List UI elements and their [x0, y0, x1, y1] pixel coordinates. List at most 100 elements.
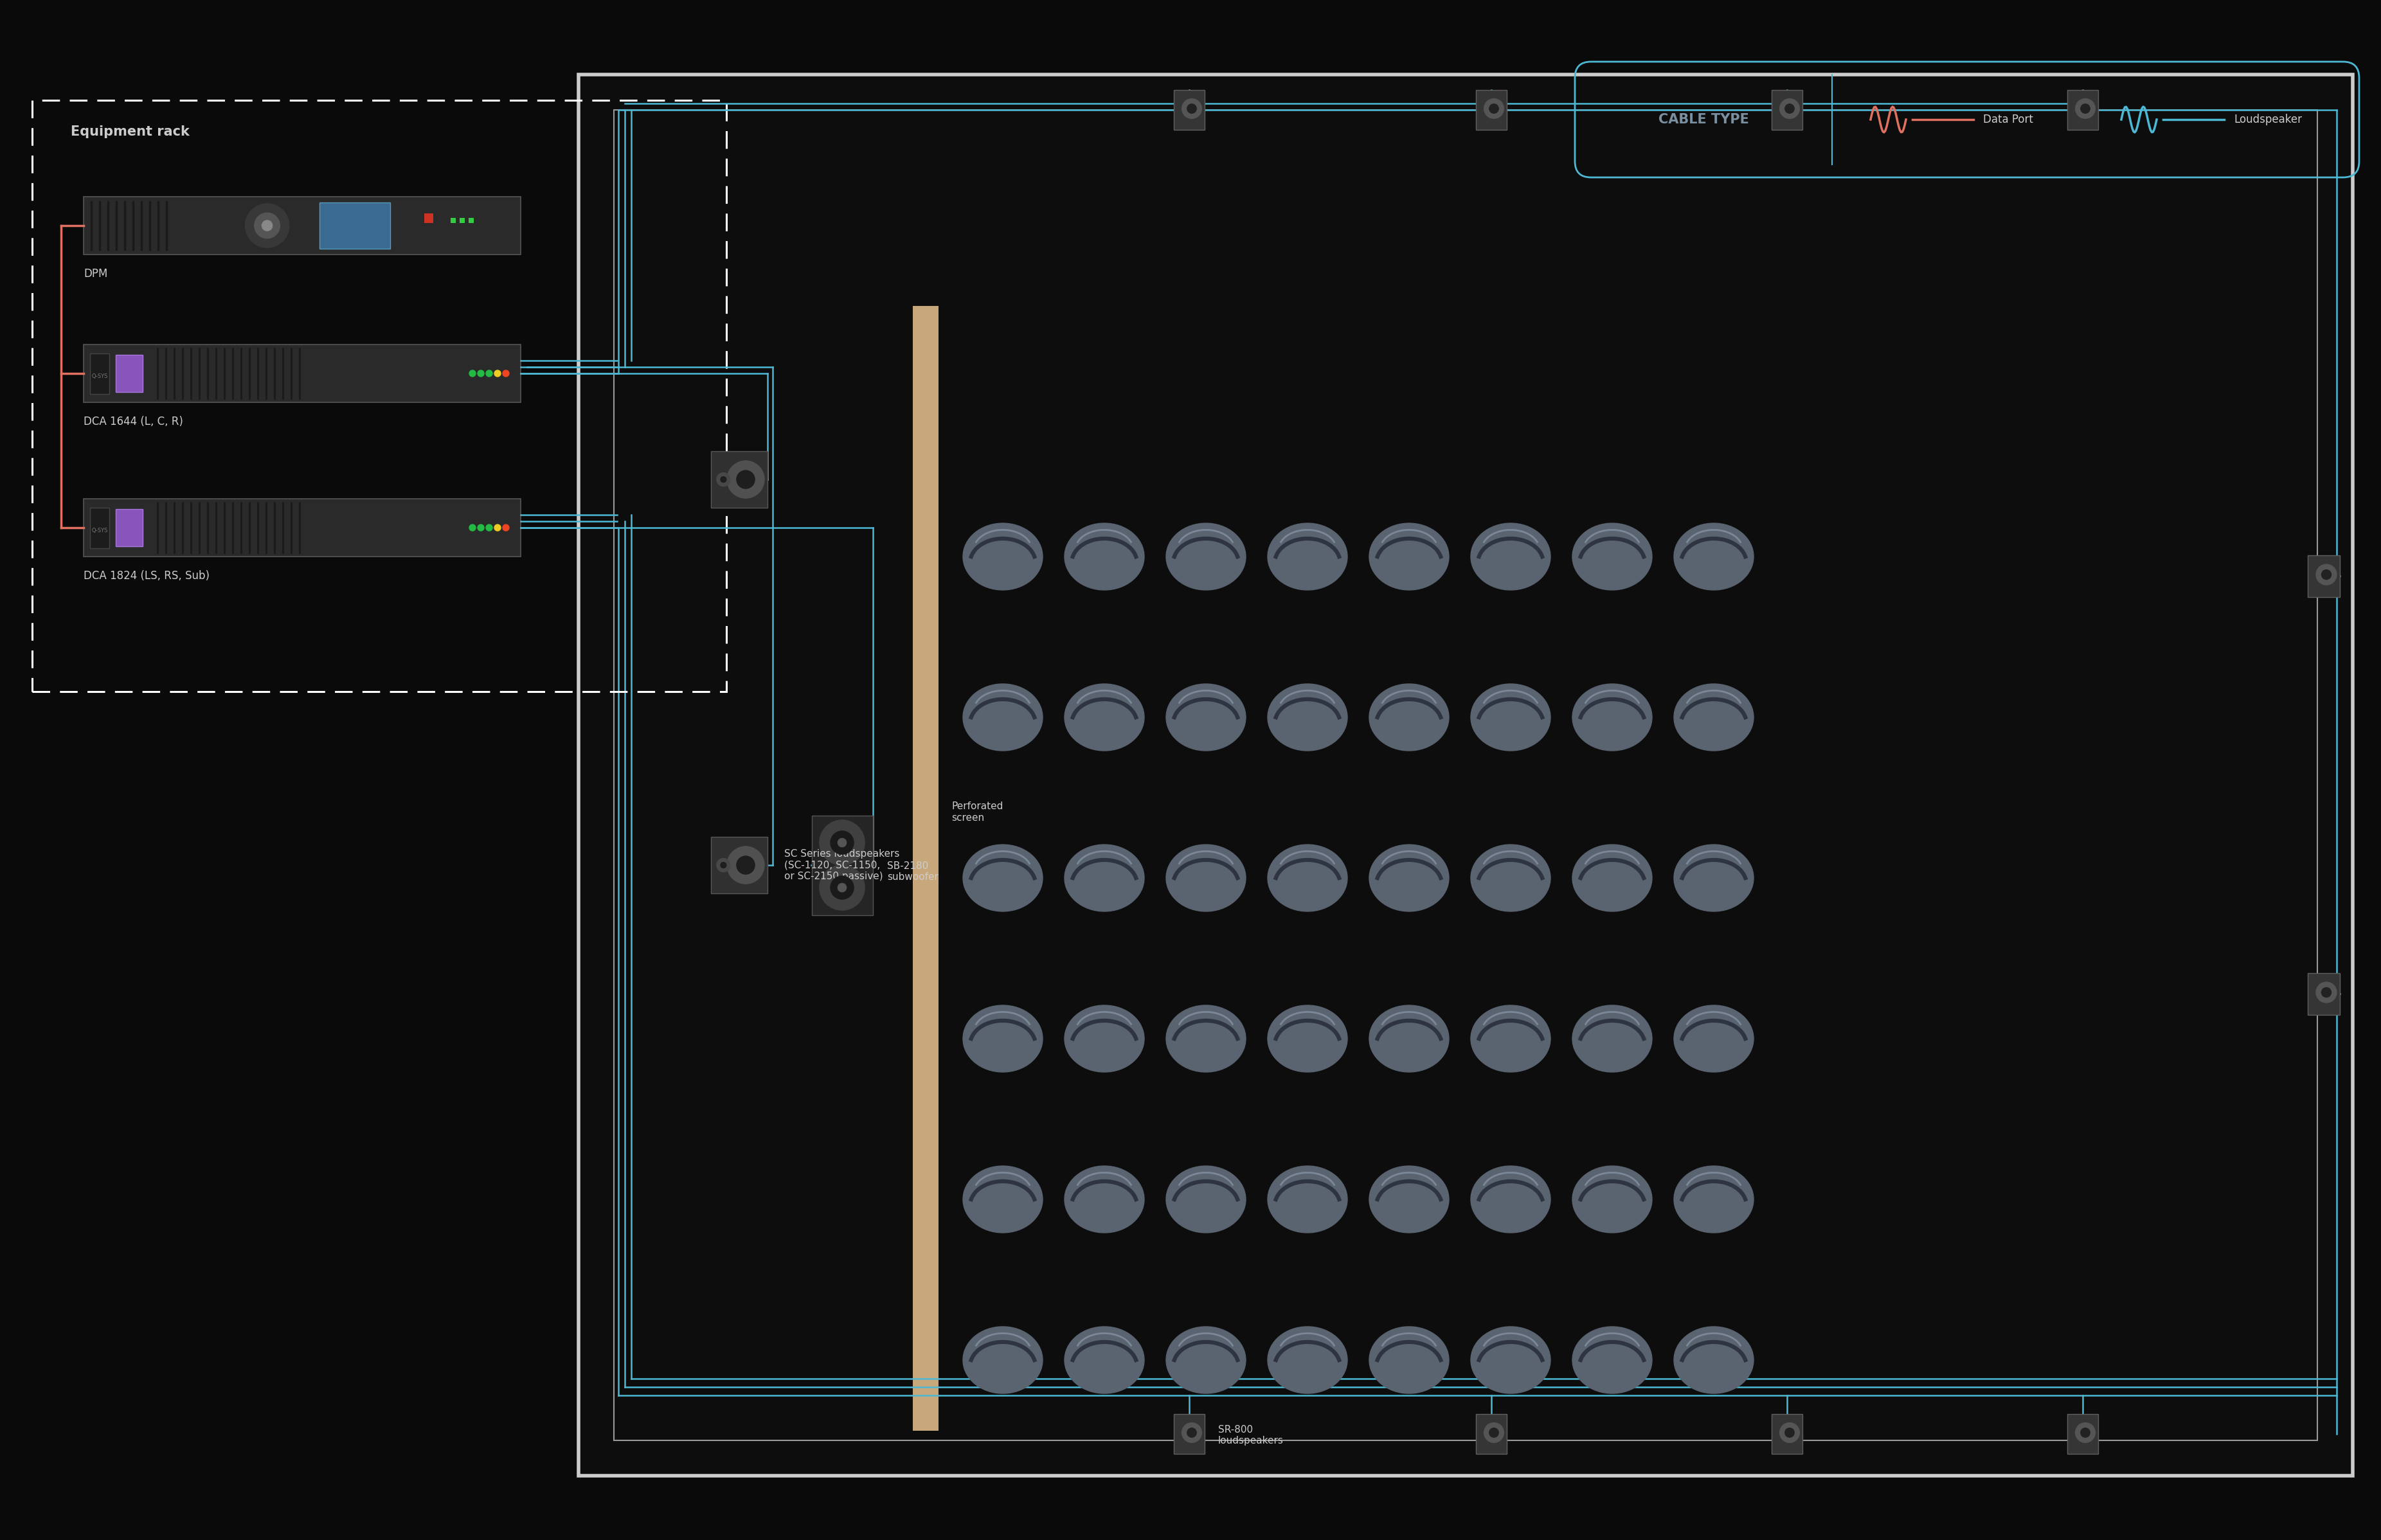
Ellipse shape	[1471, 1166, 1550, 1234]
Ellipse shape	[1571, 844, 1652, 912]
Ellipse shape	[1674, 1006, 1752, 1072]
Ellipse shape	[1369, 1166, 1448, 1234]
Ellipse shape	[962, 684, 1043, 750]
Ellipse shape	[1064, 1326, 1143, 1394]
Ellipse shape	[962, 1326, 1043, 1394]
Circle shape	[2321, 570, 2331, 579]
Ellipse shape	[1571, 1006, 1652, 1072]
Circle shape	[736, 856, 755, 875]
Text: SR-800
loudspeakers: SR-800 loudspeakers	[1217, 1424, 1283, 1446]
Circle shape	[736, 470, 755, 488]
Text: CABLE TYPE: CABLE TYPE	[1657, 112, 1748, 126]
Bar	[1174, 89, 1205, 129]
Bar	[1771, 1414, 1802, 1454]
Ellipse shape	[1267, 524, 1348, 590]
Ellipse shape	[1369, 524, 1448, 590]
Text: Equipment rack: Equipment rack	[71, 125, 190, 139]
Ellipse shape	[1064, 844, 1143, 912]
Bar	[712, 836, 767, 893]
Ellipse shape	[1369, 1006, 1448, 1072]
Bar	[614, 109, 2317, 1440]
Ellipse shape	[1369, 844, 1448, 912]
Circle shape	[831, 876, 852, 899]
Circle shape	[502, 525, 510, 531]
Bar	[1771, 89, 1802, 129]
Bar	[90, 508, 110, 548]
Circle shape	[2081, 105, 2091, 114]
Ellipse shape	[1571, 684, 1652, 750]
Ellipse shape	[1167, 524, 1245, 590]
Circle shape	[838, 884, 845, 892]
Circle shape	[1488, 105, 1498, 114]
Bar	[812, 815, 871, 915]
Ellipse shape	[962, 1166, 1043, 1234]
Bar	[712, 451, 767, 508]
Text: Q-SYS: Q-SYS	[90, 528, 107, 533]
Bar	[579, 74, 2352, 1475]
Circle shape	[255, 213, 281, 239]
Ellipse shape	[1267, 844, 1348, 912]
Circle shape	[2081, 1428, 2091, 1437]
Circle shape	[469, 525, 476, 531]
Ellipse shape	[1571, 524, 1652, 590]
Circle shape	[726, 847, 764, 884]
Circle shape	[1181, 1423, 1202, 1443]
Bar	[117, 354, 143, 393]
Ellipse shape	[1267, 1006, 1348, 1072]
Circle shape	[495, 370, 500, 377]
Bar	[469, 217, 474, 223]
Circle shape	[819, 819, 864, 865]
Bar	[2307, 973, 2338, 1015]
Bar	[1476, 89, 1507, 129]
Ellipse shape	[1267, 684, 1348, 750]
Ellipse shape	[1471, 684, 1550, 750]
Circle shape	[1186, 1428, 1195, 1437]
Ellipse shape	[1267, 1166, 1348, 1234]
Circle shape	[1186, 105, 1195, 114]
Circle shape	[831, 832, 852, 855]
Circle shape	[1779, 99, 1800, 119]
Text: Perforated
screen: Perforated screen	[950, 802, 1002, 822]
Circle shape	[721, 477, 726, 482]
Circle shape	[1483, 1423, 1502, 1443]
Circle shape	[245, 203, 288, 248]
Bar	[2067, 89, 2098, 129]
Ellipse shape	[1267, 1326, 1348, 1394]
Ellipse shape	[1064, 1166, 1143, 1234]
Ellipse shape	[1167, 1326, 1245, 1394]
Circle shape	[717, 858, 731, 872]
Text: SB-2180
subwoofer: SB-2180 subwoofer	[886, 861, 938, 882]
Circle shape	[819, 865, 864, 910]
Ellipse shape	[1571, 1326, 1652, 1394]
Ellipse shape	[1471, 1006, 1550, 1072]
Text: Data Port: Data Port	[1983, 114, 2033, 125]
Circle shape	[838, 838, 845, 847]
Bar	[460, 217, 464, 223]
Circle shape	[502, 370, 510, 377]
Text: DCA 1644 (L, C, R): DCA 1644 (L, C, R)	[83, 416, 183, 428]
Circle shape	[479, 370, 483, 377]
Circle shape	[2074, 1423, 2095, 1443]
Ellipse shape	[1674, 684, 1752, 750]
Bar	[424, 214, 433, 223]
Bar	[319, 202, 390, 249]
Ellipse shape	[1674, 524, 1752, 590]
Circle shape	[2074, 99, 2095, 119]
Text: DCA 1824 (LS, RS, Sub): DCA 1824 (LS, RS, Sub)	[83, 570, 210, 582]
Ellipse shape	[1674, 1166, 1752, 1234]
Bar	[2307, 554, 2338, 598]
Bar	[83, 499, 521, 556]
Ellipse shape	[1064, 1006, 1143, 1072]
Text: DPM: DPM	[83, 268, 107, 280]
Circle shape	[1181, 99, 1202, 119]
Circle shape	[1488, 1428, 1498, 1437]
Bar	[912, 306, 938, 1431]
Bar	[117, 510, 143, 547]
Ellipse shape	[962, 524, 1043, 590]
Ellipse shape	[1167, 1006, 1245, 1072]
Ellipse shape	[1167, 684, 1245, 750]
Circle shape	[1483, 99, 1502, 119]
Bar	[83, 345, 521, 402]
Ellipse shape	[1674, 844, 1752, 912]
Circle shape	[486, 370, 493, 377]
